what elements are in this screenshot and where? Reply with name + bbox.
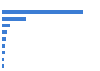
Bar xyxy=(2,24,10,27)
Bar xyxy=(2,64,4,68)
Bar xyxy=(2,17,26,21)
Bar xyxy=(2,37,6,41)
Bar xyxy=(2,51,5,54)
Bar xyxy=(2,10,83,14)
Bar xyxy=(2,44,5,48)
Bar xyxy=(2,30,7,34)
Bar xyxy=(2,58,4,61)
